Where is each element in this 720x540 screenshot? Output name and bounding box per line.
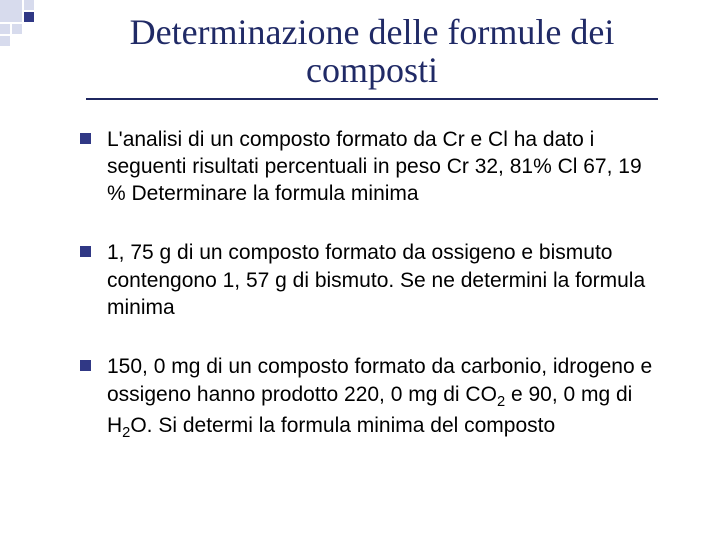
- list-item: 1, 75 g di un composto formato da ossige…: [80, 239, 654, 321]
- slide: Determinazione delle formule dei compost…: [0, 0, 720, 540]
- list-item: 150, 0 mg di un composto formato da carb…: [80, 353, 654, 443]
- slide-content: L'analisi di un composto formato da Cr e…: [30, 100, 690, 444]
- bullet-icon: [80, 133, 91, 144]
- bullet-text: L'analisi di un composto formato da Cr e…: [107, 126, 654, 208]
- slide-title: Determinazione delle formule dei compost…: [86, 0, 658, 100]
- bullet-icon: [80, 360, 91, 371]
- bullet-text: 150, 0 mg di un composto formato da carb…: [107, 353, 654, 443]
- bullet-icon: [80, 246, 91, 257]
- bullet-text: 1, 75 g di un composto formato da ossige…: [107, 239, 654, 321]
- list-item: L'analisi di un composto formato da Cr e…: [80, 126, 654, 208]
